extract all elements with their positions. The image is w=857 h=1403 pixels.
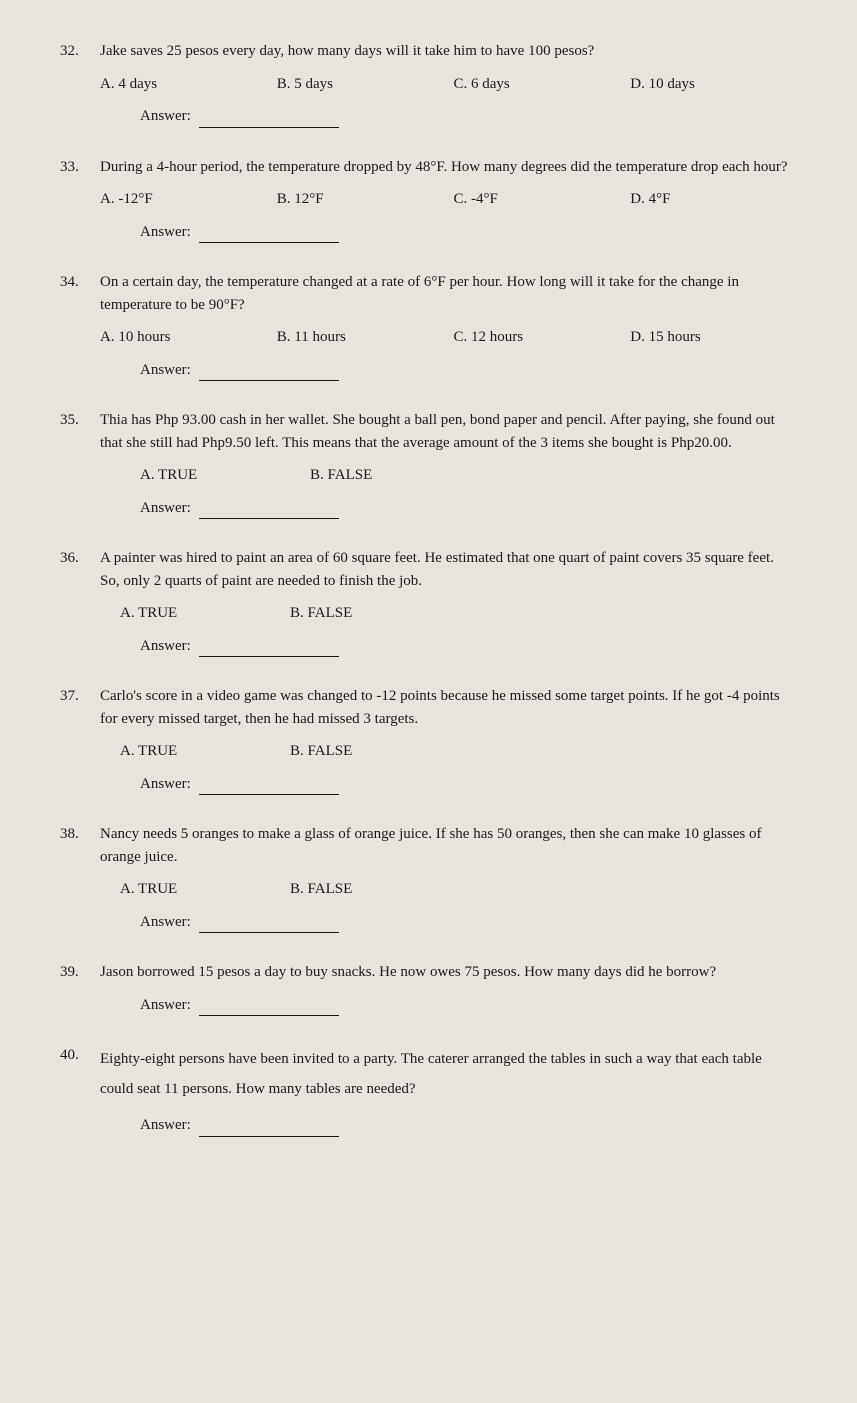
question-37: 37. Carlo's score in a video game was ch… [60, 685, 797, 795]
option-a: A. TRUE [140, 464, 300, 487]
option-b: B. FALSE [310, 464, 470, 487]
answer-label: Answer: [140, 500, 191, 516]
answer-line: Answer: [140, 773, 797, 796]
answer-line: Answer: [140, 221, 797, 244]
question-number: 40. [60, 1044, 100, 1067]
answer-line: Answer: [140, 105, 797, 128]
option-a: A. TRUE [120, 878, 280, 901]
answer-line: Answer: [140, 1114, 797, 1137]
option-d: D. 10 days [630, 73, 797, 96]
answer-blank[interactable] [199, 1001, 339, 1016]
question-header: 38. Nancy needs 5 oranges to make a glas… [60, 823, 797, 868]
options-row: A. TRUE B. FALSE [120, 740, 797, 763]
options-row: A. TRUE B. FALSE [140, 464, 797, 487]
question-text: Carlo's score in a video game was change… [100, 685, 797, 730]
question-header: 32. Jake saves 25 pesos every day, how m… [60, 40, 797, 63]
question-40: 40. Eighty-eight persons have been invit… [60, 1044, 797, 1137]
question-number: 34. [60, 271, 100, 294]
question-number: 35. [60, 409, 100, 432]
option-c: C. 6 days [454, 73, 621, 96]
option-b: B. FALSE [290, 602, 450, 625]
question-text: On a certain day, the temperature change… [100, 271, 797, 316]
option-b: B. 5 days [277, 73, 444, 96]
option-a: A. 4 days [100, 73, 267, 96]
question-text: During a 4-hour period, the temperature … [100, 156, 797, 179]
answer-label: Answer: [140, 362, 191, 378]
answer-label: Answer: [140, 776, 191, 792]
answer-label: Answer: [140, 108, 191, 124]
option-a: A. TRUE [120, 740, 280, 763]
question-header: 33. During a 4-hour period, the temperat… [60, 156, 797, 179]
question-number: 32. [60, 40, 100, 63]
question-39: 39. Jason borrowed 15 pesos a day to buy… [60, 961, 797, 1016]
answer-blank[interactable] [199, 113, 339, 128]
question-35: 35. Thia has Php 93.00 cash in her walle… [60, 409, 797, 519]
option-d: D. 15 hours [630, 326, 797, 349]
question-38: 38. Nancy needs 5 oranges to make a glas… [60, 823, 797, 933]
question-header: 40. Eighty-eight persons have been invit… [60, 1044, 797, 1104]
question-number: 36. [60, 547, 100, 570]
answer-blank[interactable] [199, 504, 339, 519]
answer-label: Answer: [140, 997, 191, 1013]
options-row: A. TRUE B. FALSE [120, 878, 797, 901]
option-b: B. 11 hours [277, 326, 444, 349]
question-number: 33. [60, 156, 100, 179]
option-b: B. FALSE [290, 878, 450, 901]
question-33: 33. During a 4-hour period, the temperat… [60, 156, 797, 244]
answer-blank[interactable] [199, 918, 339, 933]
question-header: 37. Carlo's score in a video game was ch… [60, 685, 797, 730]
answer-line: Answer: [140, 994, 797, 1017]
options-row: A. 4 days B. 5 days C. 6 days D. 10 days [100, 73, 797, 96]
question-header: 35. Thia has Php 93.00 cash in her walle… [60, 409, 797, 454]
question-number: 39. [60, 961, 100, 984]
answer-blank[interactable] [199, 1122, 339, 1137]
question-text: Eighty-eight persons have been invited t… [100, 1044, 797, 1104]
option-c: C. 12 hours [454, 326, 621, 349]
question-number: 38. [60, 823, 100, 846]
options-row: A. TRUE B. FALSE [120, 602, 797, 625]
question-header: 34. On a certain day, the temperature ch… [60, 271, 797, 316]
options-row: A. -12°F B. 12°F C. -4°F D. 4°F [100, 188, 797, 211]
answer-line: Answer: [140, 497, 797, 520]
question-32: 32. Jake saves 25 pesos every day, how m… [60, 40, 797, 128]
answer-line: Answer: [140, 359, 797, 382]
question-text: Nancy needs 5 oranges to make a glass of… [100, 823, 797, 868]
question-36: 36. A painter was hired to paint an area… [60, 547, 797, 657]
question-number: 37. [60, 685, 100, 708]
option-b: B. 12°F [277, 188, 444, 211]
question-34: 34. On a certain day, the temperature ch… [60, 271, 797, 381]
answer-label: Answer: [140, 1117, 191, 1133]
option-a: A. -12°F [100, 188, 267, 211]
question-text: A painter was hired to paint an area of … [100, 547, 797, 592]
answer-blank[interactable] [199, 228, 339, 243]
answer-blank[interactable] [199, 780, 339, 795]
question-text: Thia has Php 93.00 cash in her wallet. S… [100, 409, 797, 454]
option-b: B. FALSE [290, 740, 450, 763]
answer-label: Answer: [140, 224, 191, 240]
answer-blank[interactable] [199, 642, 339, 657]
question-text: Jake saves 25 pesos every day, how many … [100, 40, 797, 63]
option-c: C. -4°F [454, 188, 621, 211]
options-row: A. 10 hours B. 11 hours C. 12 hours D. 1… [100, 326, 797, 349]
question-header: 39. Jason borrowed 15 pesos a day to buy… [60, 961, 797, 984]
question-text: Jason borrowed 15 pesos a day to buy sna… [100, 961, 797, 984]
answer-line: Answer: [140, 911, 797, 934]
answer-label: Answer: [140, 914, 191, 930]
option-d: D. 4°F [630, 188, 797, 211]
answer-label: Answer: [140, 638, 191, 654]
option-a: A. TRUE [120, 602, 280, 625]
answer-line: Answer: [140, 635, 797, 658]
option-a: A. 10 hours [100, 326, 267, 349]
answer-blank[interactable] [199, 366, 339, 381]
question-header: 36. A painter was hired to paint an area… [60, 547, 797, 592]
